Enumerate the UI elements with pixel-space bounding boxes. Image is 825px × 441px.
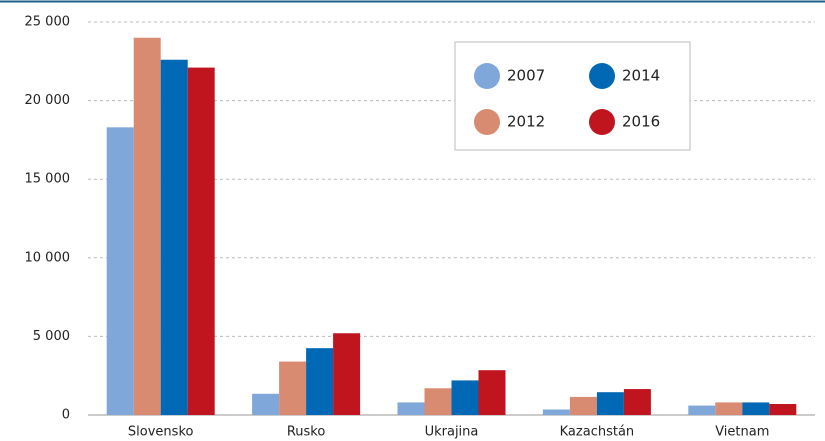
bar [596,392,624,415]
y-tick-label: 15 000 [25,172,71,187]
bar [279,361,307,415]
bar [451,380,479,415]
legend-label: 2016 [622,113,660,131]
bar [542,409,570,415]
legend-label: 2014 [622,67,660,85]
bar [160,59,188,416]
bar [688,405,716,415]
y-tick-label: 25 000 [25,15,71,30]
bar [133,37,161,415]
bar [769,403,797,415]
x-tick-label: Kazachstán [560,425,635,440]
legend-label: 2007 [507,67,545,85]
legend-swatch [589,109,615,135]
bar [742,402,770,415]
bar [569,396,597,415]
x-tick-label: Slovensko [128,425,194,440]
x-tick-label: Vietnam [715,425,769,440]
y-tick-label: 0 [62,408,70,423]
x-tick-label: Rusko [287,425,326,440]
bar [306,348,334,415]
bar [424,388,452,415]
y-tick-label: 20 000 [25,93,71,108]
bar [187,67,215,415]
y-tick-label: 10 000 [25,250,71,265]
x-tick-label: Ukrajina [425,425,479,440]
bar [252,393,280,415]
legend-swatch [474,109,500,135]
legend-swatch [589,63,615,89]
y-tick-label: 5 000 [33,329,70,344]
legend-label: 2012 [507,113,545,131]
bar [623,389,651,415]
legend-swatch [474,63,500,89]
bar [333,333,361,415]
bar [715,402,743,415]
bar [478,370,506,415]
bar [397,402,425,415]
bar [106,127,134,415]
